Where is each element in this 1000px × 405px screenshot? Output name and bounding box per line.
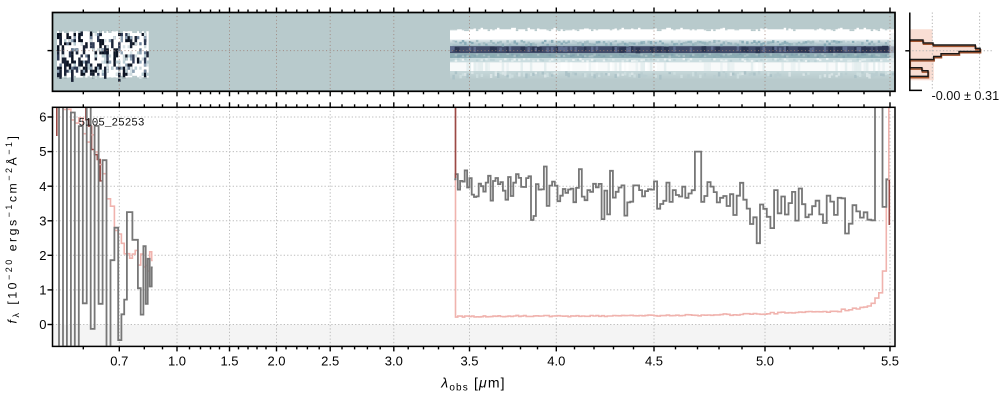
svg-text:fλ [10−20 ergs−1cm−2Å−1]: fλ [10−20 ergs−1cm−2Å−1] (4, 134, 21, 324)
svg-text:λobs [μm]: λobs [μm] (440, 375, 505, 394)
svg-text:6: 6 (39, 110, 46, 125)
svg-text:3.0: 3.0 (385, 354, 403, 369)
svg-text:3: 3 (39, 213, 46, 228)
svg-text:2.0: 2.0 (267, 354, 285, 369)
svg-text:0: 0 (39, 317, 46, 332)
svg-text:4.5: 4.5 (645, 354, 663, 369)
svg-text:-0.00 ± 0.31: -0.00 ± 0.31 (932, 89, 1000, 103)
svg-text:3.5: 3.5 (460, 354, 478, 369)
svg-text:2: 2 (39, 248, 46, 263)
svg-text:4.0: 4.0 (547, 354, 565, 369)
svg-text:4: 4 (39, 179, 46, 194)
svg-text:5: 5 (39, 144, 46, 159)
svg-text:0.7: 0.7 (110, 354, 128, 369)
svg-text:5.5: 5.5 (881, 354, 899, 369)
svg-text:5.0: 5.0 (756, 354, 774, 369)
svg-text:5105_25253: 5105_25253 (79, 118, 145, 130)
svg-text:1: 1 (39, 283, 46, 298)
svg-text:2.5: 2.5 (321, 354, 339, 369)
svg-text:1.0: 1.0 (168, 354, 186, 369)
svg-text:1.5: 1.5 (220, 354, 238, 369)
